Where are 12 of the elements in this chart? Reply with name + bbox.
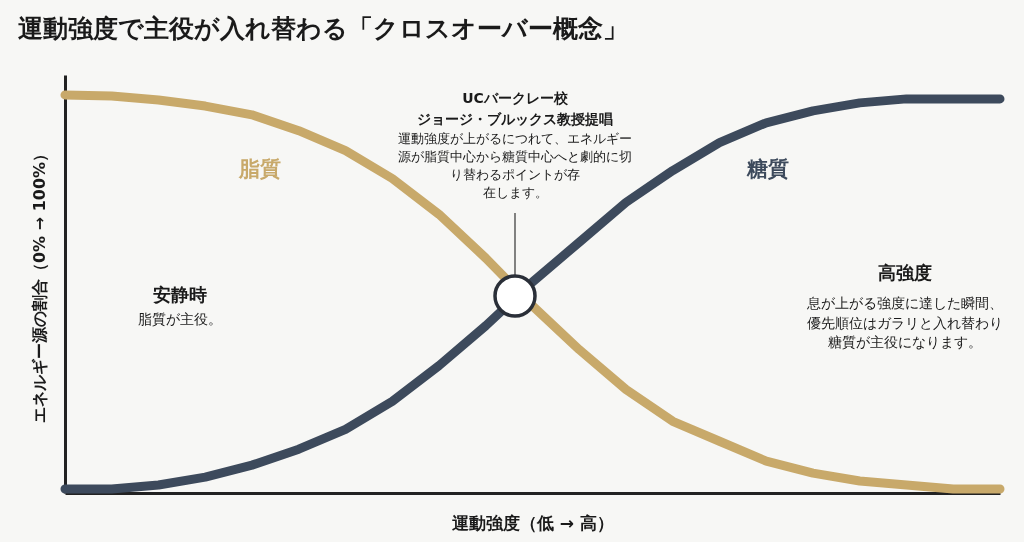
annotation: 高強度 — [878, 262, 932, 283]
annotation: ジョージ・ブルックス教授提唱 — [417, 111, 613, 127]
annotation: 息が上がる強度に達した瞬間、優先順位はガラリと入れ替わり糖質が主役になります。 — [806, 295, 1003, 351]
annotation: UCバークレー校 — [462, 90, 569, 106]
annotation: 安静時 — [153, 284, 207, 305]
series-label: 脂質 — [238, 157, 281, 181]
chart-title: 運動強度で主役が入れ替わる「クロスオーバー概念」 — [18, 13, 628, 45]
annotation: 運動強度が上がるにつれて、エネルギー源が脂質中心から糖質中心へと劇的に切り替わるポイントが存在します。 — [398, 131, 632, 201]
y-axis-title: エネルギー源の割合（0% → 100%） — [29, 145, 49, 424]
series-label: 糖質 — [746, 157, 789, 181]
x-axis-title: 運動強度（低 → 高） — [450, 512, 615, 533]
annotation: 脂質が主役。 — [138, 311, 222, 327]
